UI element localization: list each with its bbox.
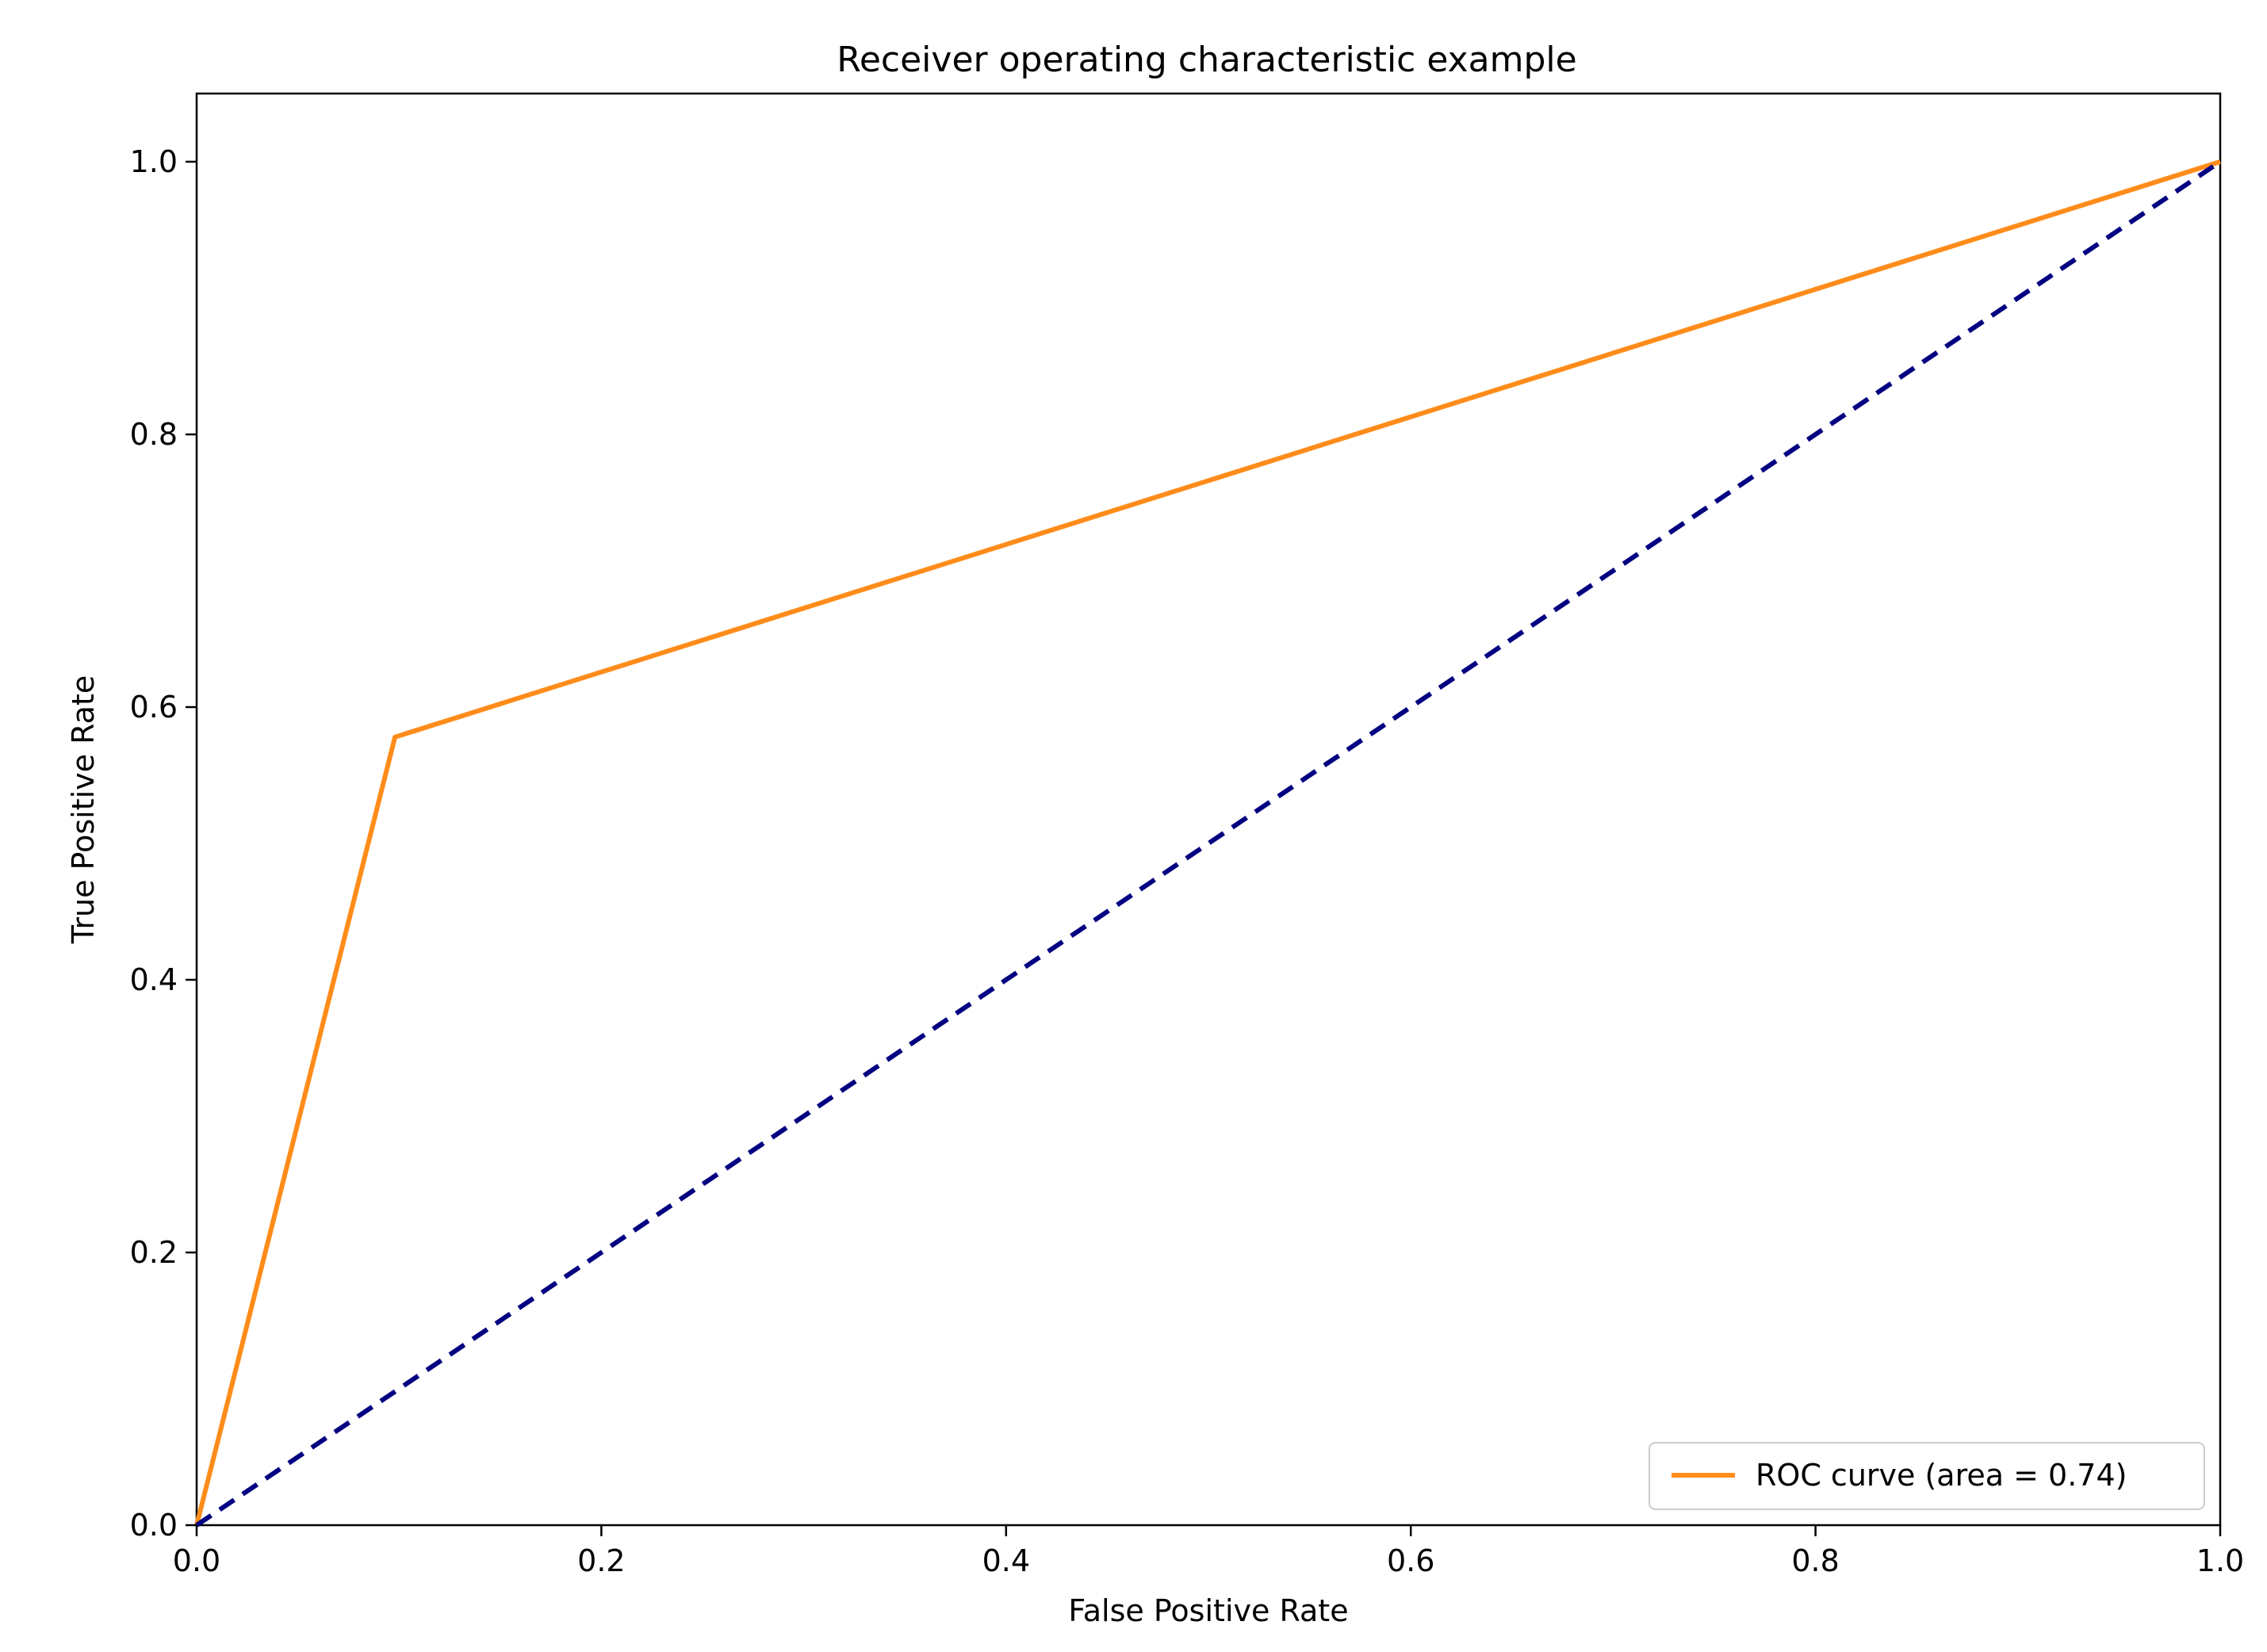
legend: ROC curve (area = 0.74) [1649, 1442, 2205, 1510]
x-tick-label: 0.0 [173, 1543, 220, 1578]
series-line-chance-diagonal [195, 159, 2222, 1528]
y-tick-label: 0.6 [130, 690, 178, 725]
series-line-roc-curve [194, 159, 2221, 1526]
y-tick-label: 0.8 [130, 417, 178, 452]
series-layer [194, 159, 2222, 1528]
x-tick-label: 0.6 [1387, 1543, 1434, 1578]
y-tick-label: 1.0 [130, 144, 178, 179]
plot-frame [195, 92, 2222, 1527]
y-axis-ticks: 0.0 0.2 0.4 0.6 0.8 1.0 [130, 144, 197, 1543]
x-axis-label: False Positive Rate [1068, 1593, 1348, 1628]
x-axis-ticks: 0.0 0.2 0.4 0.6 0.8 1.0 [173, 1525, 2244, 1578]
y-axis-label: True Positive Rate [66, 675, 101, 945]
legend-box [1649, 1442, 2205, 1510]
x-tick-label: 0.8 [1791, 1543, 1839, 1578]
y-tick-label: 0.2 [130, 1235, 178, 1270]
x-tick-label: 0.4 [982, 1543, 1030, 1578]
y-tick-label: 0.0 [130, 1508, 178, 1543]
plot-area: 0.0 0.2 0.4 0.6 0.8 1.0 0.0 0.2 0.4 0.6 0.8 1.0 [130, 92, 2244, 1578]
y-tick-label: 0.4 [130, 962, 178, 997]
x-tick-label: 0.2 [577, 1543, 625, 1578]
legend-label-roc-curve: ROC curve (area = 0.74) [1756, 1458, 2127, 1493]
x-tick-label: 1.0 [2196, 1543, 2244, 1578]
chart-title: Receiver operating characteristic exampl… [837, 40, 1576, 80]
